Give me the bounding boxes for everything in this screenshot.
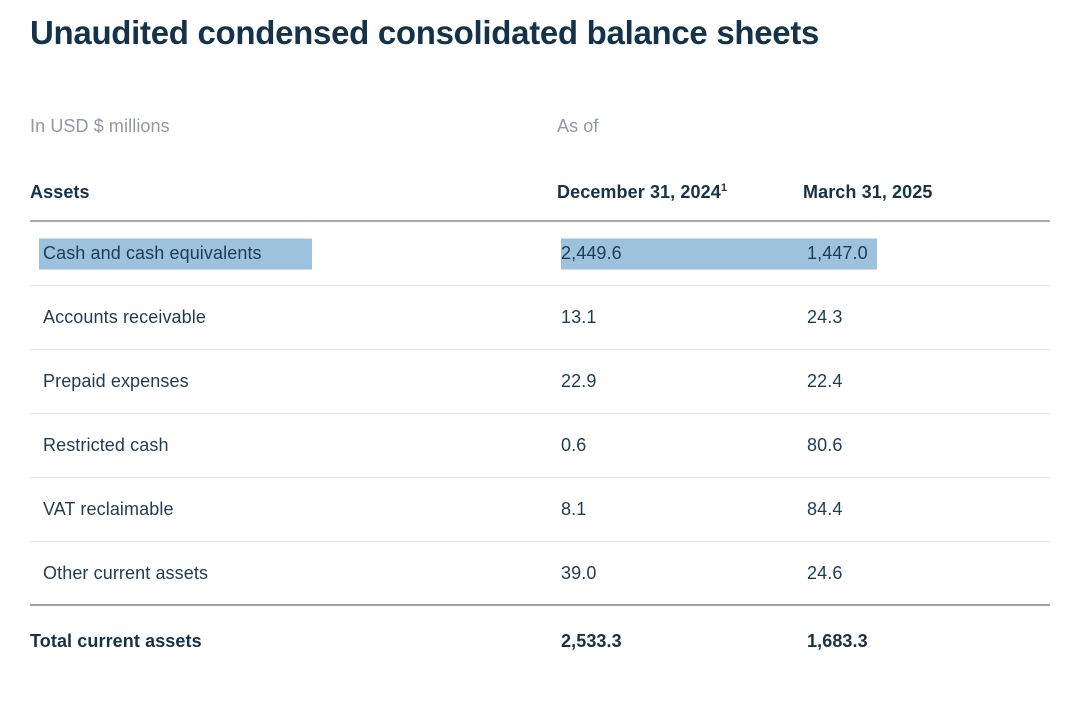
row-value-mar-31-2025: 22.4 — [807, 371, 843, 391]
row-value-mar-31-2025: 24.3 — [807, 307, 843, 327]
row-value-mar-31-2025: 1,447.0 — [807, 243, 868, 263]
row-value-mar-31-2025: 80.6 — [807, 435, 843, 455]
table-row-other-current-assets[interactable]: Other current assets 39.0 24.6 — [30, 542, 1050, 606]
balance-sheet-page: Unaudited condensed consolidated balance… — [30, 14, 1050, 676]
units-label: In USD $ millions — [30, 115, 170, 136]
row-value-mar-31-2025: 84.4 — [807, 499, 843, 519]
table-row-cash-and-cash-equivalents[interactable]: Cash and cash equivalents 2,449.6 1,447.… — [30, 222, 1050, 286]
selection-highlight-values — [561, 238, 877, 269]
row-label: Other current assets — [43, 562, 209, 583]
total-value-mar-31-2025: 1,683.3 — [807, 630, 868, 651]
table-row-prepaid-expenses[interactable]: Prepaid expenses 22.9 22.4 — [30, 350, 1050, 414]
row-value-dec-31-2024: 39.0 — [561, 562, 597, 583]
row-value-dec-31-2024: 22.9 — [561, 371, 597, 391]
row-value-mar-31-2025: 24.6 — [807, 562, 843, 583]
row-label: VAT reclaimable — [43, 499, 174, 519]
total-value-dec-31-2024: 2,533.3 — [561, 630, 622, 651]
row-value-dec-31-2024: 2,449.6 — [561, 243, 622, 263]
table-row-restricted-cash[interactable]: Restricted cash 0.6 80.6 — [30, 414, 1050, 478]
table-row-accounts-receivable[interactable]: Accounts receivable 13.1 24.3 — [30, 286, 1050, 350]
column-header-mar-31-2025: March 31, 2025 — [803, 182, 933, 202]
table-row-vat-reclaimable[interactable]: VAT reclaimable 8.1 84.4 — [30, 478, 1050, 542]
page-title: Unaudited condensed consolidated balance… — [30, 14, 820, 51]
table-header-row: Assets December 31, 20241 March 31, 2025 — [30, 180, 1050, 222]
row-label: Restricted cash — [43, 435, 169, 455]
row-value-dec-31-2024: 8.1 — [561, 499, 587, 519]
column-header-dec-31-2024-text: December 31, 2024 — [557, 182, 721, 202]
row-value-dec-31-2024: 0.6 — [561, 435, 587, 455]
row-label: Cash and cash equivalents — [43, 243, 262, 263]
row-label: Accounts receivable — [43, 307, 206, 327]
meta-row: In USD $ millions As of — [30, 114, 1050, 138]
footnote-marker: 1 — [720, 182, 728, 194]
as-of-label: As of — [557, 115, 599, 136]
row-label: Prepaid expenses — [43, 371, 189, 391]
row-value-dec-31-2024: 13.1 — [561, 307, 597, 327]
table-row-total-current-assets: Total current assets 2,533.3 1,683.3 — [30, 606, 1050, 676]
column-header-assets: Assets — [30, 182, 90, 202]
total-row-label: Total current assets — [30, 630, 202, 651]
selection-highlight-label — [39, 238, 312, 269]
column-header-dec-31-2024: December 31, 20241 — [557, 180, 803, 204]
